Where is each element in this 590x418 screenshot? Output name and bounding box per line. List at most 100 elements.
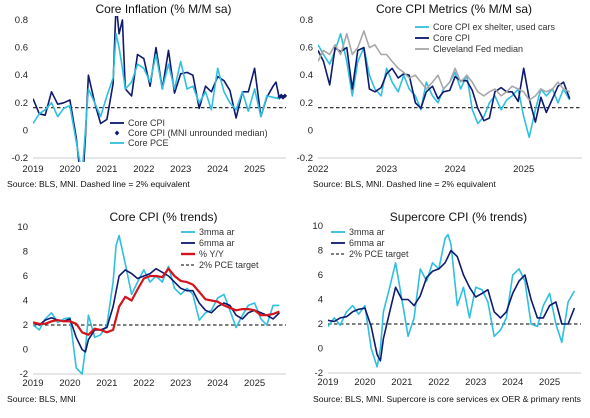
- legend-marker: [114, 130, 120, 136]
- x-tick-label: 2022: [307, 164, 328, 175]
- legend-item: Core PCE: [110, 138, 169, 148]
- legend-item: 2% PCE target: [331, 249, 409, 259]
- source-note: Source: BLS, MNI: [7, 394, 76, 404]
- legend-label: Core PCE: [128, 138, 169, 148]
- x-tick-label: 2021: [96, 164, 117, 175]
- y-tick-label: 0.8: [300, 15, 313, 26]
- y-tick-label: 10: [17, 222, 28, 233]
- x-tick-label: 2019: [22, 378, 43, 389]
- x-tick-label: 2024: [207, 164, 228, 175]
- series-line: [318, 46, 571, 123]
- chart-title: Core CPI (% trends): [109, 210, 217, 224]
- y-tick-label: 0: [308, 125, 313, 136]
- series-line: [33, 16, 281, 162]
- legend-label: 3mma ar: [199, 227, 235, 237]
- chart-title: Core CPI Metrics (% M/M sa): [376, 2, 532, 16]
- y-tick-label: 0: [23, 125, 28, 136]
- legend-label: Core CPI (MNI unrounded median): [128, 128, 268, 138]
- legend-item: 3mma ar: [181, 227, 235, 237]
- series-line: [33, 33, 280, 162]
- series-marker: [282, 93, 288, 99]
- x-tick-label: 2023: [170, 378, 191, 389]
- y-tick-label: -2: [20, 369, 28, 380]
- legend-item: Core CPI: [110, 118, 165, 128]
- y-tick-label: 0.2: [300, 98, 313, 109]
- x-tick-label: 2025: [244, 164, 265, 175]
- chart-svg: Core Inflation (% M/M sa) -0.2 0 0.2 0.4 0.6 0…: [7, 2, 288, 189]
- legend-item: 3mma ar: [331, 227, 385, 237]
- series-line: [318, 30, 571, 101]
- y-tick-label: 6: [23, 271, 28, 282]
- y-tick-label: 2: [318, 319, 323, 330]
- x-tick-label: 2022: [133, 164, 154, 175]
- panel-supercore-cpi-trends: Supercore CPI (% trends) -2 0 2 4 6 8 10 2019 202…: [295, 209, 590, 418]
- x-tick-label: 2023: [465, 377, 486, 388]
- legend-label: 2% PCE target: [349, 249, 409, 259]
- chart-title: Supercore CPI (% trends): [390, 210, 527, 224]
- legend-label: 2% PCE target: [199, 260, 259, 270]
- y-tick-label: 2: [23, 320, 28, 331]
- chart-svg: Core CPI Metrics (% M/M sa) -0.2 0 0.2 0.4 0.…: [297, 2, 582, 189]
- y-tick-label: 8: [318, 246, 323, 257]
- y-tick-label: 0.6: [300, 43, 313, 54]
- source-note: Source: BLS, MNI. Dashed line = 2% equiv…: [7, 179, 190, 189]
- x-tick-label: 2025: [244, 378, 265, 389]
- x-tick-label: 2020: [59, 378, 80, 389]
- chart-svg: Core CPI (% trends) -2 0 2 4 6 8 10 2019 2020 2021…: [7, 210, 286, 404]
- legend-label: Cleveland Fed median: [433, 44, 523, 54]
- panel-core-inflation: Core Inflation (% M/M sa) -0.2 0 0.2 0.4 0.6 0…: [0, 0, 295, 209]
- y-tick-label: -0.2: [12, 153, 28, 164]
- legend-item: 6mma ar: [331, 238, 385, 248]
- x-tick-label: 2020: [354, 377, 375, 388]
- y-tick-label: 6: [318, 270, 323, 281]
- x-tick-label: 2023: [376, 164, 397, 175]
- y-tick-label: 0.6: [15, 43, 28, 54]
- y-tick-label: -0.2: [297, 153, 313, 164]
- x-tick-label: 2023: [170, 164, 191, 175]
- series-line: [33, 267, 280, 353]
- y-tick-label: 0: [23, 345, 28, 356]
- legend-label: 6mma ar: [349, 238, 385, 248]
- x-tick-label: 2019: [317, 377, 338, 388]
- legend-label: Core CPI: [433, 33, 470, 43]
- legend-label: % Y/Y: [199, 249, 224, 259]
- y-tick-label: 0.2: [15, 98, 28, 109]
- x-tick-label: 2025: [539, 377, 560, 388]
- legend-item: Core CPI: [415, 33, 470, 43]
- series-marker: [279, 93, 284, 99]
- y-tick-label: -2: [315, 368, 323, 379]
- x-tick-label: 2024: [502, 377, 523, 388]
- source-note: Source: BLS, MNI. Supercore is core serv…: [313, 394, 581, 404]
- legend-label: Core CPI: [128, 118, 165, 128]
- x-tick-label: 2025: [513, 164, 534, 175]
- x-tick-label: 2019: [22, 164, 43, 175]
- legend-item: Core CPI (MNI unrounded median): [114, 128, 268, 138]
- x-tick-label: 2022: [133, 378, 154, 389]
- series-line: [33, 234, 280, 375]
- x-tick-label: 2024: [445, 164, 466, 175]
- legend-item: Core CPI ex shelter, used cars: [415, 22, 556, 32]
- y-tick-label: 4: [318, 295, 323, 306]
- y-tick-label: 0.4: [300, 70, 313, 81]
- x-tick-label: 2020: [59, 164, 80, 175]
- y-tick-label: 4: [23, 296, 28, 307]
- x-tick-label: 2022: [428, 377, 449, 388]
- chart-title: Core Inflation (% M/M sa): [95, 2, 231, 16]
- y-tick-label: 0: [318, 344, 323, 355]
- chart-svg: Supercore CPI (% trends) -2 0 2 4 6 8 10 2019 202…: [312, 210, 581, 404]
- series-line: [33, 267, 280, 336]
- legend-label: 6mma ar: [199, 238, 235, 248]
- y-tick-label: 0.8: [15, 15, 28, 26]
- panel-core-cpi-trends: Core CPI (% trends) -2 0 2 4 6 8 10 2019 2020 2021…: [0, 209, 295, 418]
- legend-item: 6mma ar: [181, 238, 235, 248]
- series-line: [328, 249, 576, 362]
- legend-item: % Y/Y: [181, 249, 224, 259]
- legend-label: 3mma ar: [349, 227, 385, 237]
- source-note: Source: BLS, MNI. Dashed line = 2% equiv…: [313, 179, 496, 189]
- y-tick-label: 8: [23, 247, 28, 258]
- x-tick-label: 2024: [207, 378, 228, 389]
- legend-label: Core CPI ex shelter, used cars: [433, 22, 556, 32]
